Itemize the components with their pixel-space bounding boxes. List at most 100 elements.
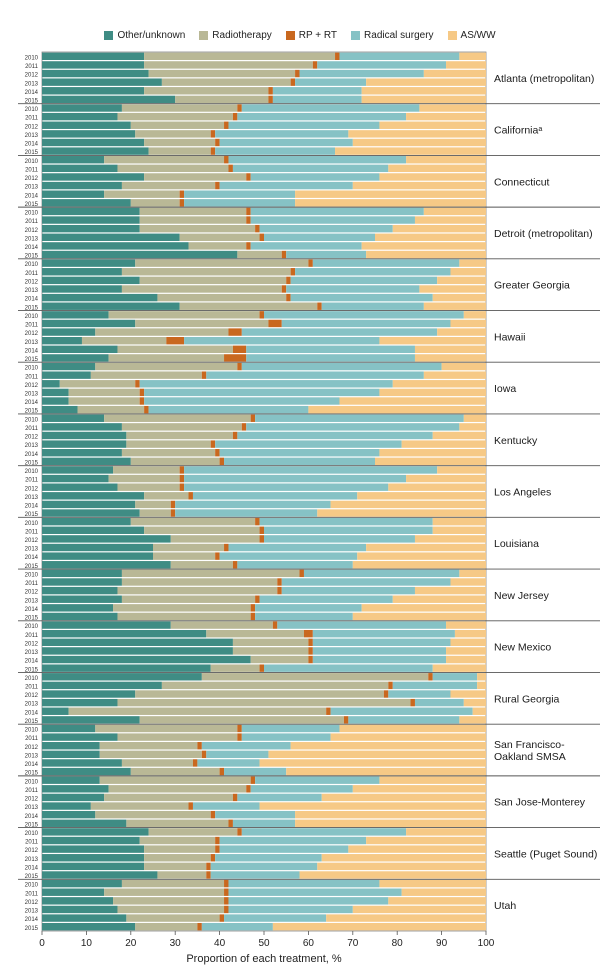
bar-segment-rural-georgia-2012-as-ww — [450, 690, 486, 698]
bar-segment-iowa-2012-rp-rt — [135, 380, 140, 388]
bar-segment-new-jersey-2010-radiotherapy — [121, 569, 300, 578]
bar-segment-greater-georgia-2014-as-ww — [432, 293, 486, 302]
year-label-san-jose-monterey-2010: 2010 — [25, 779, 39, 785]
bar-segment-seattle-puget-sound-2014-as-ww — [317, 862, 486, 871]
bar-segment-connecticut-2015-radical-surgery — [184, 199, 296, 207]
bar-segment-atlanta-metropolitan-2011-as-ww — [446, 61, 486, 69]
year-label-los-angeles-2011: 2011 — [25, 478, 39, 484]
bar-segment-hawaii-2010-as-ww — [463, 311, 486, 319]
bar-segment-los-angeles-2010-radical-surgery — [184, 466, 438, 474]
bar-segment-louisiana-2013-rp-rt — [224, 543, 229, 552]
bar-segment-iowa-2010-radical-surgery — [241, 362, 442, 371]
bar-segment-atlanta-metropolitan-2010-rp-rt — [335, 52, 340, 61]
x-tick-label: 70 — [347, 938, 359, 949]
bar-segment-los-angeles-2012-radical-surgery — [184, 483, 389, 491]
legend-item-other-unknown: Other/unknown — [104, 26, 185, 44]
bar-segment-california-2012-radiotherapy — [130, 121, 225, 129]
year-label-hawaii-2010: 2010 — [25, 314, 39, 320]
bar-segment-rural-georgia-2010-radiotherapy — [201, 673, 429, 681]
bar-segment-louisiana-2011-as-ww — [432, 526, 486, 534]
year-label-new-mexico-2011: 2011 — [25, 633, 39, 639]
bar-segment-los-angeles-2013-radiotherapy — [144, 492, 189, 500]
bar-segment-louisiana-2010-other-unknown — [42, 517, 131, 526]
bar-segment-iowa-2012-radiotherapy — [59, 380, 136, 388]
year-label-louisiana-2015: 2015 — [25, 564, 39, 570]
bar-segment-detroit-metropolitan-2013-radical-surgery — [264, 233, 375, 241]
year-label-atlanta-metropolitan-2013: 2013 — [25, 81, 39, 87]
bar-segment-hawaii-2013-radiotherapy — [81, 336, 167, 345]
bar-segment-utah-2012-radiotherapy — [113, 897, 225, 905]
bar-segment-kentucky-2012-other-unknown — [42, 431, 127, 440]
bar-segment-iowa-2013-radiotherapy — [68, 388, 140, 397]
bar-segment-kentucky-2011-radiotherapy — [121, 423, 242, 431]
bar-segment-greater-georgia-2012-radiotherapy — [139, 276, 287, 285]
bar-segment-iowa-2012-radical-surgery — [139, 380, 393, 388]
bar-segment-san-francisco-oakland-smsa-2015-radical-surgery — [224, 767, 287, 776]
bar-segment-san-jose-monterey-2015-radical-surgery — [232, 819, 296, 827]
year-label-california-2011: 2011 — [25, 116, 39, 122]
bar-segment-seattle-puget-sound-2015-rp-rt — [206, 871, 211, 879]
year-label-louisiana-2014: 2014 — [25, 555, 39, 561]
year-label-atlanta-metropolitan-2012: 2012 — [25, 73, 39, 79]
bar-segment-san-jose-monterey-2011-other-unknown — [42, 785, 109, 793]
year-label-atlanta-metropolitan-2014: 2014 — [25, 90, 39, 96]
bar-segment-iowa-2014-rp-rt — [139, 397, 145, 405]
bar-segment-california-2014-rp-rt — [215, 138, 220, 147]
bar-segment-seattle-puget-sound-2010-rp-rt — [237, 828, 242, 836]
bar-segment-kentucky-2013-other-unknown — [42, 440, 127, 448]
region-label-new-jersey: New Jersey — [494, 590, 550, 602]
bar-segment-los-angeles-2010-other-unknown — [42, 466, 114, 474]
bar-segment-rural-georgia-2013-rp-rt — [410, 698, 415, 707]
bar-segment-rural-georgia-2013-other-unknown — [42, 698, 118, 707]
bar-segment-greater-georgia-2015-as-ww — [423, 302, 486, 310]
year-label-san-jose-monterey-2014: 2014 — [25, 814, 39, 820]
year-label-seattle-puget-sound-2015: 2015 — [25, 874, 39, 880]
year-label-rural-georgia-2015: 2015 — [25, 719, 39, 725]
bar-segment-new-mexico-2013-radical-surgery — [312, 647, 447, 655]
bar-segment-connecticut-2010-radical-surgery — [228, 156, 407, 164]
bar-segment-seattle-puget-sound-2015-as-ww — [299, 871, 486, 879]
bar-segment-san-francisco-oakland-smsa-2012-radical-surgery — [201, 742, 291, 750]
bar-segment-seattle-puget-sound-2014-radical-surgery — [210, 862, 318, 871]
bar-segment-san-francisco-oakland-smsa-2010-as-ww — [339, 724, 486, 733]
region-label-connecticut: Connecticut — [494, 176, 550, 188]
bar-segment-new-jersey-2014-radical-surgery — [255, 604, 362, 612]
legend-swatch-radical-surgery — [351, 30, 361, 40]
bar-segment-louisiana-2013-other-unknown — [42, 543, 153, 552]
region-label-kentucky: Kentucky — [494, 435, 538, 447]
bar-segment-new-jersey-2011-as-ww — [450, 578, 486, 586]
bar-segment-louisiana-2015-other-unknown — [42, 561, 171, 569]
bar-segment-greater-georgia-2012-other-unknown — [42, 276, 140, 285]
year-label-connecticut-2011: 2011 — [25, 167, 39, 173]
legend-label-radical-surgery: Radical surgery — [364, 29, 434, 41]
year-label-louisiana-2013: 2013 — [25, 547, 39, 553]
bar-segment-california-2011-radiotherapy — [117, 112, 233, 121]
bar-segment-kentucky-2015-rp-rt — [219, 457, 225, 466]
bar-segment-new-jersey-2013-rp-rt — [255, 595, 260, 603]
bar-segment-detroit-metropolitan-2013-radiotherapy — [179, 233, 260, 241]
bar-segment-greater-georgia-2012-as-ww — [437, 276, 486, 285]
bar-segment-utah-2012-other-unknown — [42, 897, 114, 905]
bar-segment-utah-2011-rp-rt — [224, 888, 229, 896]
bar-segment-los-angeles-2012-other-unknown — [42, 483, 118, 491]
bar-segment-san-jose-monterey-2014-other-unknown — [42, 810, 96, 819]
bar-segment-rural-georgia-2012-radical-surgery — [388, 690, 451, 698]
bar-segment-los-angeles-2011-as-ww — [406, 474, 486, 483]
bar-segment-hawaii-2013-as-ww — [379, 336, 486, 345]
bar-segment-new-jersey-2015-other-unknown — [42, 612, 118, 621]
bar-segment-louisiana-2015-radical-surgery — [237, 561, 353, 569]
bar-segment-california-2011-rp-rt — [232, 112, 238, 121]
bar-segment-atlanta-metropolitan-2015-as-ww — [361, 95, 486, 104]
bar-segment-atlanta-metropolitan-2010-radical-surgery — [339, 52, 460, 61]
bar-segment-new-jersey-2012-radical-surgery — [281, 586, 415, 595]
bar-segment-kentucky-2011-as-ww — [459, 423, 486, 431]
year-label-greater-georgia-2014: 2014 — [25, 297, 39, 303]
year-label-kentucky-2012: 2012 — [25, 435, 39, 441]
bar-segment-utah-2015-radiotherapy — [135, 922, 198, 931]
bar-segment-los-angeles-2013-radical-surgery — [192, 492, 358, 500]
bar-segment-detroit-metropolitan-2010-rp-rt — [246, 207, 251, 216]
bar-segment-seattle-puget-sound-2014-other-unknown — [42, 862, 145, 871]
bar-segment-los-angeles-2014-other-unknown — [42, 500, 136, 509]
bar-segment-los-angeles-2013-rp-rt — [188, 492, 193, 500]
year-label-san-francisco-oakland-smsa-2010: 2010 — [25, 728, 39, 734]
